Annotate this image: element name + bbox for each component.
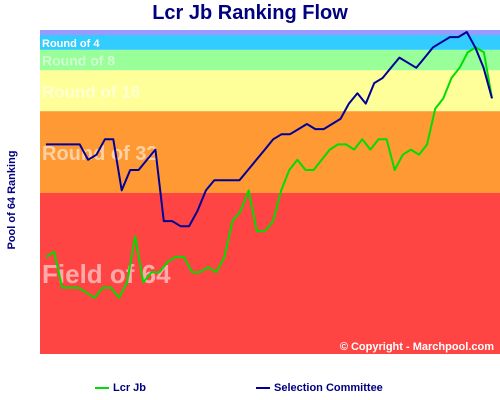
legend-swatch-selection-committee xyxy=(256,387,270,389)
legend-label-selection-committee: Selection Committee xyxy=(274,382,383,394)
band-label-round-of-32: Round of 32 xyxy=(42,143,158,165)
legend-label-lcr-jb: Lcr Jb xyxy=(113,382,147,394)
plot-top-strip xyxy=(40,30,500,35)
legend-item-lcr-jb: Lcr Jb xyxy=(95,382,146,394)
series-line-lcr-jb xyxy=(45,46,493,299)
copyright-watermark: © Copyright - Marchpool.com xyxy=(340,341,494,353)
band-round-of-4 xyxy=(40,35,500,50)
legend-item-selection-committee: Selection Committee xyxy=(256,382,383,394)
band-label-round-of-8: Round of 8 xyxy=(42,53,115,69)
band-round-of-16 xyxy=(40,70,500,112)
series-line-selection-committee xyxy=(46,31,493,228)
band-label-round-of-16: Round of 16 xyxy=(42,83,140,102)
legend-swatch-lcr-jb xyxy=(95,387,109,389)
band-round-of-32 xyxy=(40,111,500,193)
band-field-of-64 xyxy=(40,193,500,354)
chart-title: Lcr Jb Ranking Flow xyxy=(152,2,348,24)
band-label-round-of-4: Round of 4 xyxy=(42,38,100,50)
band-round-of-8 xyxy=(40,49,500,71)
